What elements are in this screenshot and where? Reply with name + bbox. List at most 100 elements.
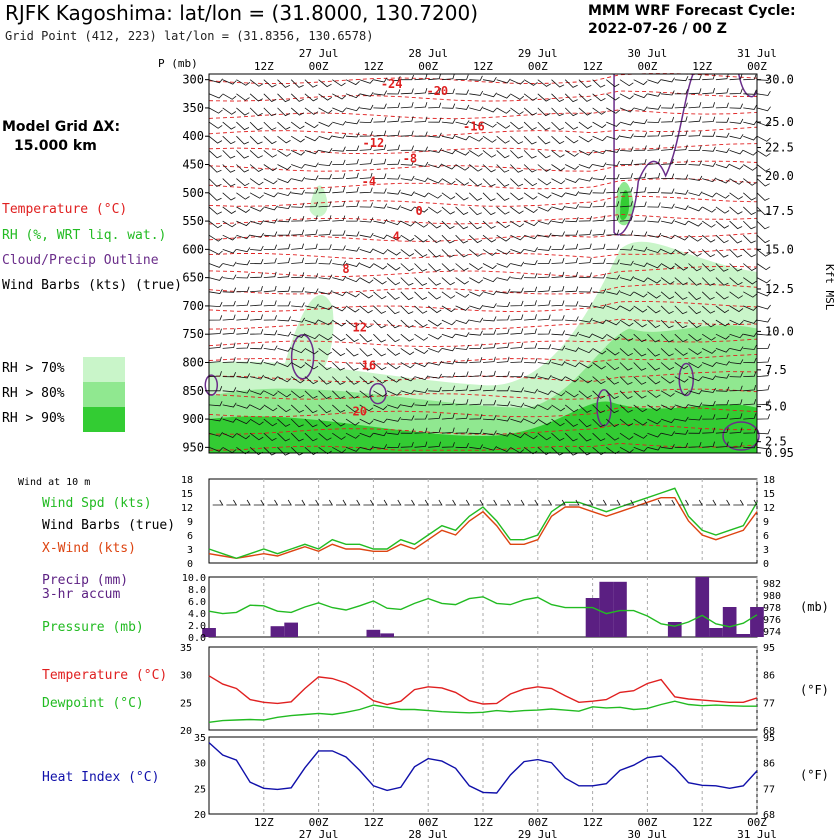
wind-barb xyxy=(222,93,237,100)
wind-barb xyxy=(359,432,374,438)
wind-barb xyxy=(373,130,387,137)
wind-barb xyxy=(523,107,538,116)
wind-barb xyxy=(277,376,292,383)
wind-barb xyxy=(277,150,292,157)
wind-barb xyxy=(304,333,319,340)
wind-barb xyxy=(551,345,566,351)
wind-barb xyxy=(633,446,648,452)
isotherm-7 xyxy=(208,195,758,207)
wind-barb xyxy=(647,445,662,451)
height-tick-label-4: 17.5 xyxy=(765,204,794,218)
wind-barb xyxy=(222,432,237,438)
wind-barb xyxy=(441,333,456,339)
wind-barb xyxy=(469,370,483,377)
wind-barb xyxy=(510,342,524,349)
wind-barb xyxy=(633,404,647,413)
wind-barb xyxy=(647,232,662,238)
wind-barb xyxy=(606,404,619,414)
wind-barb xyxy=(359,91,374,97)
pressure-axis-label: P (mb) xyxy=(158,57,198,70)
wind-barb xyxy=(661,188,675,194)
wind-barb xyxy=(715,291,729,300)
wind-barb xyxy=(332,245,346,251)
wind-barb xyxy=(222,107,237,115)
wind-barb xyxy=(633,319,647,328)
wind-barb xyxy=(345,390,359,399)
wind-barb xyxy=(222,372,236,378)
wind-barb xyxy=(647,291,661,299)
wind-barb xyxy=(318,305,333,311)
wind-barb xyxy=(291,215,305,222)
legend-temperature: Temperature (°C) xyxy=(2,202,128,217)
wind-barb xyxy=(715,206,730,214)
wind-barb xyxy=(387,76,401,82)
wind-barb xyxy=(414,131,428,137)
wind-barb xyxy=(510,107,524,115)
surface-wind-barb xyxy=(294,499,306,506)
wind-barb xyxy=(551,244,565,250)
wind-barb xyxy=(674,390,689,396)
wind-barb xyxy=(373,362,387,371)
wind-barb xyxy=(400,145,414,151)
wind-barb xyxy=(674,234,689,241)
pressure-unit: (mb) xyxy=(800,600,829,614)
wind-barb xyxy=(510,220,525,228)
wind-barb xyxy=(304,149,319,155)
wind-barb xyxy=(743,104,757,110)
wind-barb xyxy=(551,330,565,336)
wind-barb xyxy=(564,404,579,413)
wind-barb xyxy=(345,362,359,371)
wind-barb xyxy=(263,107,277,117)
wind-barb xyxy=(400,249,415,257)
isotherm-15 xyxy=(208,338,758,348)
wind-barb xyxy=(564,390,579,398)
wind-barb xyxy=(386,348,401,356)
wind-barb xyxy=(332,93,347,100)
surface-wind-barb xyxy=(445,499,457,506)
wind-barb xyxy=(373,277,387,285)
wind-barb xyxy=(441,73,455,81)
top-day-label-0: 27 Jul xyxy=(299,47,339,60)
wind-barb xyxy=(715,249,729,258)
wind-barb xyxy=(606,305,621,311)
surface-wind-barb xyxy=(459,499,471,506)
wind-barb xyxy=(743,428,757,434)
wind-barb xyxy=(208,249,223,255)
wind-barb xyxy=(345,305,360,313)
wind-barb xyxy=(469,330,483,336)
wind-barb xyxy=(537,272,551,278)
wind-barb xyxy=(592,201,606,208)
wind-barb xyxy=(250,245,264,251)
wind-barb xyxy=(345,446,360,452)
wind-barb xyxy=(386,390,401,396)
wind-barb xyxy=(318,348,332,356)
wind-barb xyxy=(441,413,455,420)
wind-barb xyxy=(592,390,606,399)
hi-ytick-1: 25 xyxy=(194,784,206,795)
wind-barb xyxy=(701,319,716,328)
wind-barb xyxy=(414,319,428,328)
wind-barb xyxy=(332,276,347,281)
wind-barb xyxy=(249,404,264,411)
wind-barb xyxy=(674,220,689,226)
wind-barb xyxy=(250,285,263,293)
wind-barb xyxy=(455,89,469,95)
wind-barb xyxy=(290,121,305,130)
heat-index-series xyxy=(208,742,758,794)
wind-barb xyxy=(277,331,292,337)
wind-barb xyxy=(510,121,524,130)
wind-barb xyxy=(236,192,250,200)
wind-barb xyxy=(524,286,538,293)
wind-barb xyxy=(496,301,511,308)
wind-barb xyxy=(332,159,346,165)
wind-barb xyxy=(386,305,400,315)
wind-barb xyxy=(688,389,703,395)
wind-ytick-left-1: 3 xyxy=(187,545,193,556)
wind-barb xyxy=(496,206,510,215)
wind-barb xyxy=(263,192,278,198)
wind-barb xyxy=(455,220,469,230)
wind-barb xyxy=(510,178,524,187)
wind-ytick-left-0: 0 xyxy=(187,559,193,570)
wind-barb xyxy=(620,159,634,165)
top-hour-label-5: 00Z xyxy=(528,60,548,73)
